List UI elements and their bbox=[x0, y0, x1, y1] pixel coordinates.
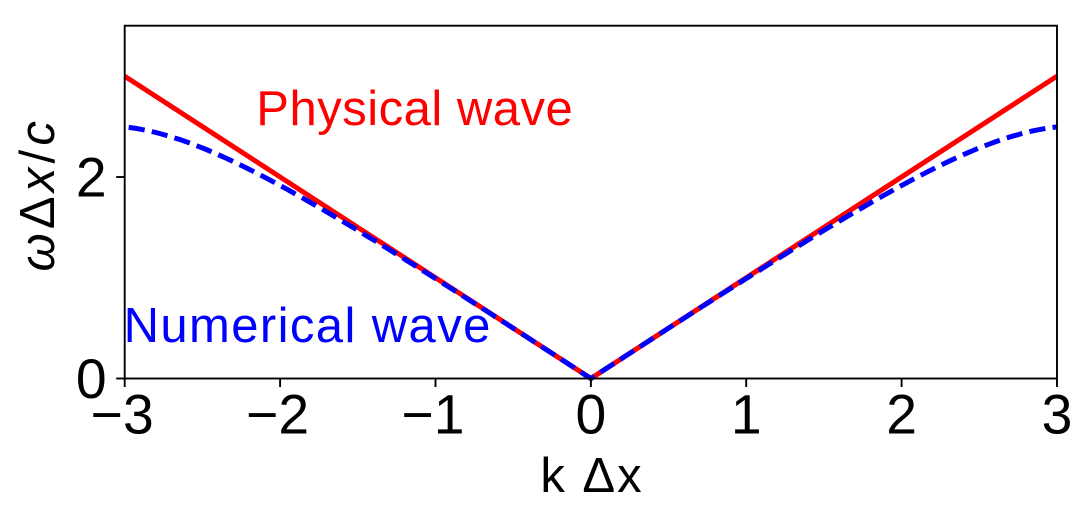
svg-text:ωΔx/c: ωΔx/c bbox=[11, 117, 65, 272]
svg-text:3: 3 bbox=[1042, 384, 1073, 446]
svg-text:−1: −1 bbox=[401, 384, 464, 446]
svg-text:2: 2 bbox=[886, 384, 917, 446]
svg-text:−2: −2 bbox=[246, 384, 309, 446]
svg-text:Physical wave: Physical wave bbox=[256, 82, 573, 136]
svg-text:1: 1 bbox=[731, 384, 762, 446]
svg-text:2: 2 bbox=[76, 147, 107, 209]
svg-text:0: 0 bbox=[576, 384, 607, 446]
svg-text:k Δx: k Δx bbox=[540, 449, 643, 503]
svg-text:0: 0 bbox=[76, 348, 107, 410]
svg-text:Numerical wave: Numerical wave bbox=[124, 299, 492, 353]
svg-text:−3: −3 bbox=[91, 384, 154, 446]
